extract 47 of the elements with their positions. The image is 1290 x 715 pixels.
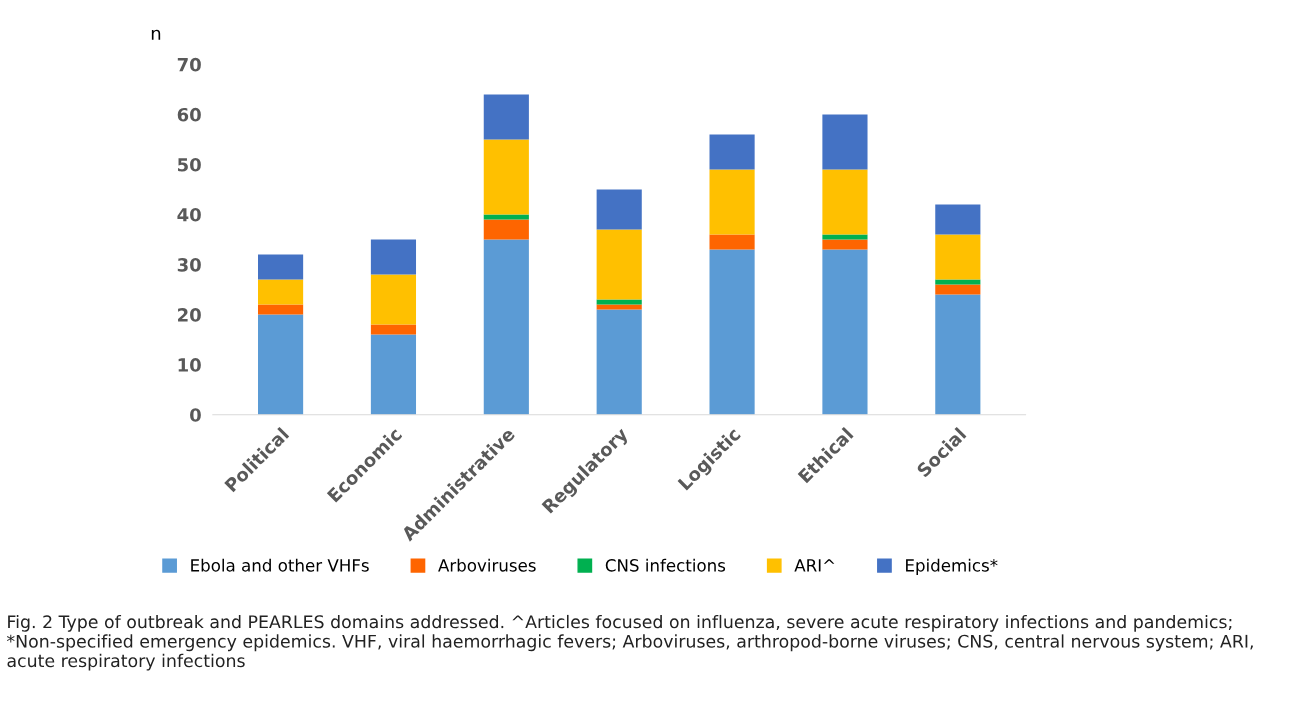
bar xyxy=(596,309,642,415)
bar xyxy=(258,304,304,315)
bar xyxy=(822,114,868,170)
legend-label: Epidemics* xyxy=(906,558,998,575)
bar xyxy=(596,189,642,230)
bar xyxy=(483,219,529,240)
bar xyxy=(822,169,868,235)
y-tick-label: 30 xyxy=(177,258,201,272)
bar xyxy=(709,249,755,415)
bar xyxy=(483,94,529,140)
y-tick-label: 20 xyxy=(178,308,201,322)
caption: Fig. 2 Type of outbreak and PEARLES domains addressed. ^Articles focused on influenza, severe acute respiratory infections and pandemics; *Non-specified emergency epidemics. VHF, viral haemorrhagic fevers; Arboviruses, arthropod-borne viruses; CNS, central nervous system; ARI, acute respiratory infections xyxy=(6,614,1253,671)
legend-label: Arboviruses xyxy=(438,558,536,572)
y-tick-label: 60 xyxy=(177,107,201,122)
y-axis-title: n xyxy=(151,29,161,40)
bar xyxy=(709,169,755,235)
bar xyxy=(596,229,642,300)
bar xyxy=(822,239,868,250)
bar xyxy=(483,214,529,220)
bar xyxy=(822,234,868,240)
bar xyxy=(370,324,417,335)
y-tick-label: 0 xyxy=(190,408,201,422)
bar xyxy=(370,334,417,415)
bar xyxy=(709,134,755,170)
y-tick-label: 50 xyxy=(178,157,201,172)
bar xyxy=(596,304,642,310)
bar xyxy=(370,274,417,325)
y-tick-label: 40 xyxy=(177,207,201,222)
y-tick-label: 10 xyxy=(178,358,201,372)
bar xyxy=(822,249,868,415)
bar xyxy=(483,139,529,215)
bar xyxy=(258,314,304,415)
bar xyxy=(370,239,417,275)
bar xyxy=(596,299,642,305)
y-tick-label: 70 xyxy=(177,57,201,72)
bar xyxy=(258,279,304,305)
bar xyxy=(935,234,981,280)
legend-label: CNS infections xyxy=(605,558,726,572)
bar xyxy=(709,234,755,250)
legend-label: ARI^ xyxy=(794,559,835,572)
bar xyxy=(935,284,981,295)
bar xyxy=(935,294,981,415)
bar xyxy=(483,239,529,415)
bar xyxy=(258,254,304,280)
bar xyxy=(935,279,981,285)
bar xyxy=(935,204,981,235)
legend-label: Ebola and other VHFs xyxy=(191,558,369,572)
